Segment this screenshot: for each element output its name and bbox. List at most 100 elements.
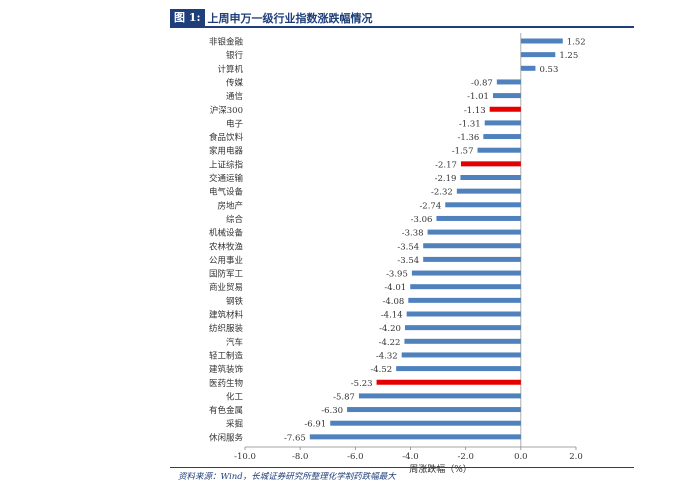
value-label: -6.30 — [321, 406, 343, 416]
value-label: -0.87 — [471, 78, 493, 88]
bar-22 — [404, 325, 521, 331]
category-label: 采掘 — [226, 419, 243, 430]
bar-29 — [330, 420, 521, 426]
value-label: 1.52 — [567, 38, 586, 48]
value-label: -6.91 — [304, 420, 326, 430]
category-label: 计算机 — [217, 64, 243, 75]
value-label: -4.32 — [376, 351, 398, 361]
value-label: -2.32 — [431, 188, 453, 198]
value-label: -3.54 — [397, 256, 419, 266]
bar-2 — [520, 52, 556, 58]
bar-26 — [376, 379, 521, 385]
value-label: -5.87 — [333, 392, 355, 402]
value-label: -3.06 — [411, 215, 433, 225]
value-label: -2.74 — [419, 201, 441, 211]
bar-7 — [484, 120, 521, 126]
bar-24 — [401, 352, 521, 358]
value-label: -4.20 — [379, 324, 401, 334]
value-label: -4.01 — [384, 283, 406, 293]
category-label: 钢铁 — [226, 296, 244, 307]
figure-label: 图 1: — [170, 9, 205, 26]
x-tick-label: -10.0 — [234, 452, 256, 462]
value-label: -2.17 — [435, 160, 457, 170]
category-label: 电气设备 — [209, 187, 244, 198]
bar-20 — [408, 297, 521, 303]
value-label: -1.13 — [464, 106, 486, 116]
category-label: 沪深300 — [210, 105, 243, 116]
bar-12 — [456, 188, 521, 194]
bar-14 — [436, 215, 521, 221]
bar-16 — [423, 243, 521, 249]
bar-11 — [460, 175, 521, 180]
category-label: 通信 — [226, 91, 244, 102]
category-label: 机械设备 — [209, 228, 244, 239]
bar-27 — [358, 393, 521, 399]
category-label: 轻工制造 — [209, 350, 244, 361]
category-label: 交通运输 — [209, 173, 244, 184]
bar-18 — [411, 270, 521, 276]
bar-15 — [427, 229, 521, 235]
category-label: 银行 — [226, 50, 244, 61]
x-axis-title: 周涨跌幅（%） — [409, 463, 472, 475]
bar-3 — [520, 65, 536, 71]
category-label: 国防军工 — [209, 269, 244, 280]
figure-title: 上周申万一级行业指数涨跌幅情况 — [207, 11, 373, 25]
bar-17 — [423, 256, 521, 262]
value-label: -1.01 — [467, 92, 489, 102]
category-label: 房地产 — [217, 200, 243, 211]
bar-25 — [396, 366, 521, 372]
category-label: 纺织服装 — [209, 323, 244, 334]
category-label: 上证综指 — [209, 159, 244, 170]
x-tick-label: -2.0 — [457, 452, 473, 462]
bar-19 — [410, 284, 521, 290]
x-tick-label: -6.0 — [347, 452, 363, 462]
header-rule — [170, 26, 634, 28]
x-tick-label: 2.0 — [569, 452, 583, 462]
category-label: 食品饮料 — [209, 132, 244, 143]
value-label: 1.25 — [559, 51, 578, 61]
bar-9 — [477, 147, 521, 153]
bar-1 — [520, 38, 563, 44]
x-tick-label: 0.0 — [514, 452, 528, 462]
value-label: -7.65 — [284, 433, 306, 443]
source-note: 资料来源：Wind，长城证券研究所整理化学制药跌幅最大 — [178, 472, 396, 482]
bar-21 — [406, 311, 521, 317]
category-label: 综合 — [226, 214, 244, 225]
value-label: -2.19 — [435, 174, 457, 184]
value-label: -3.95 — [386, 270, 408, 280]
bar-30 — [309, 434, 521, 440]
value-label: -1.31 — [459, 119, 481, 129]
value-label: -4.08 — [382, 297, 404, 307]
bar-4 — [496, 79, 521, 85]
value-label: -4.14 — [381, 311, 403, 321]
category-label: 电子 — [226, 118, 244, 129]
value-label: -5.23 — [351, 379, 373, 389]
bar-6 — [489, 106, 521, 112]
category-label: 建筑装饰 — [209, 364, 244, 375]
source-rule — [170, 467, 634, 468]
category-label: 有色金属 — [209, 405, 243, 416]
category-label: 汽车 — [226, 337, 243, 348]
bar-5 — [492, 93, 521, 99]
value-label: 0.53 — [539, 65, 558, 75]
category-label: 非银金融 — [209, 37, 244, 48]
bar-28 — [347, 407, 521, 413]
category-label: 休闲服务 — [209, 432, 244, 443]
bar-23 — [404, 338, 521, 344]
bar-13 — [445, 202, 521, 208]
value-label: -1.36 — [458, 133, 480, 143]
category-label: 家用电器 — [209, 146, 244, 157]
category-label: 医药生物 — [209, 378, 244, 389]
value-label: -3.38 — [402, 229, 424, 239]
category-label: 公用事业 — [209, 255, 243, 266]
value-label: -3.54 — [397, 242, 419, 252]
x-tick-label: -4.0 — [402, 452, 418, 462]
category-label: 建筑材料 — [209, 310, 244, 321]
figure-header: 图 1: 上周申万一级行业指数涨跌幅情况 — [170, 9, 634, 26]
x-tick-label: -8.0 — [292, 452, 308, 462]
category-label: 化工 — [226, 391, 244, 402]
category-label: 商业贸易 — [209, 282, 243, 293]
category-label: 农林牧渔 — [209, 241, 244, 252]
bar-8 — [483, 134, 521, 140]
